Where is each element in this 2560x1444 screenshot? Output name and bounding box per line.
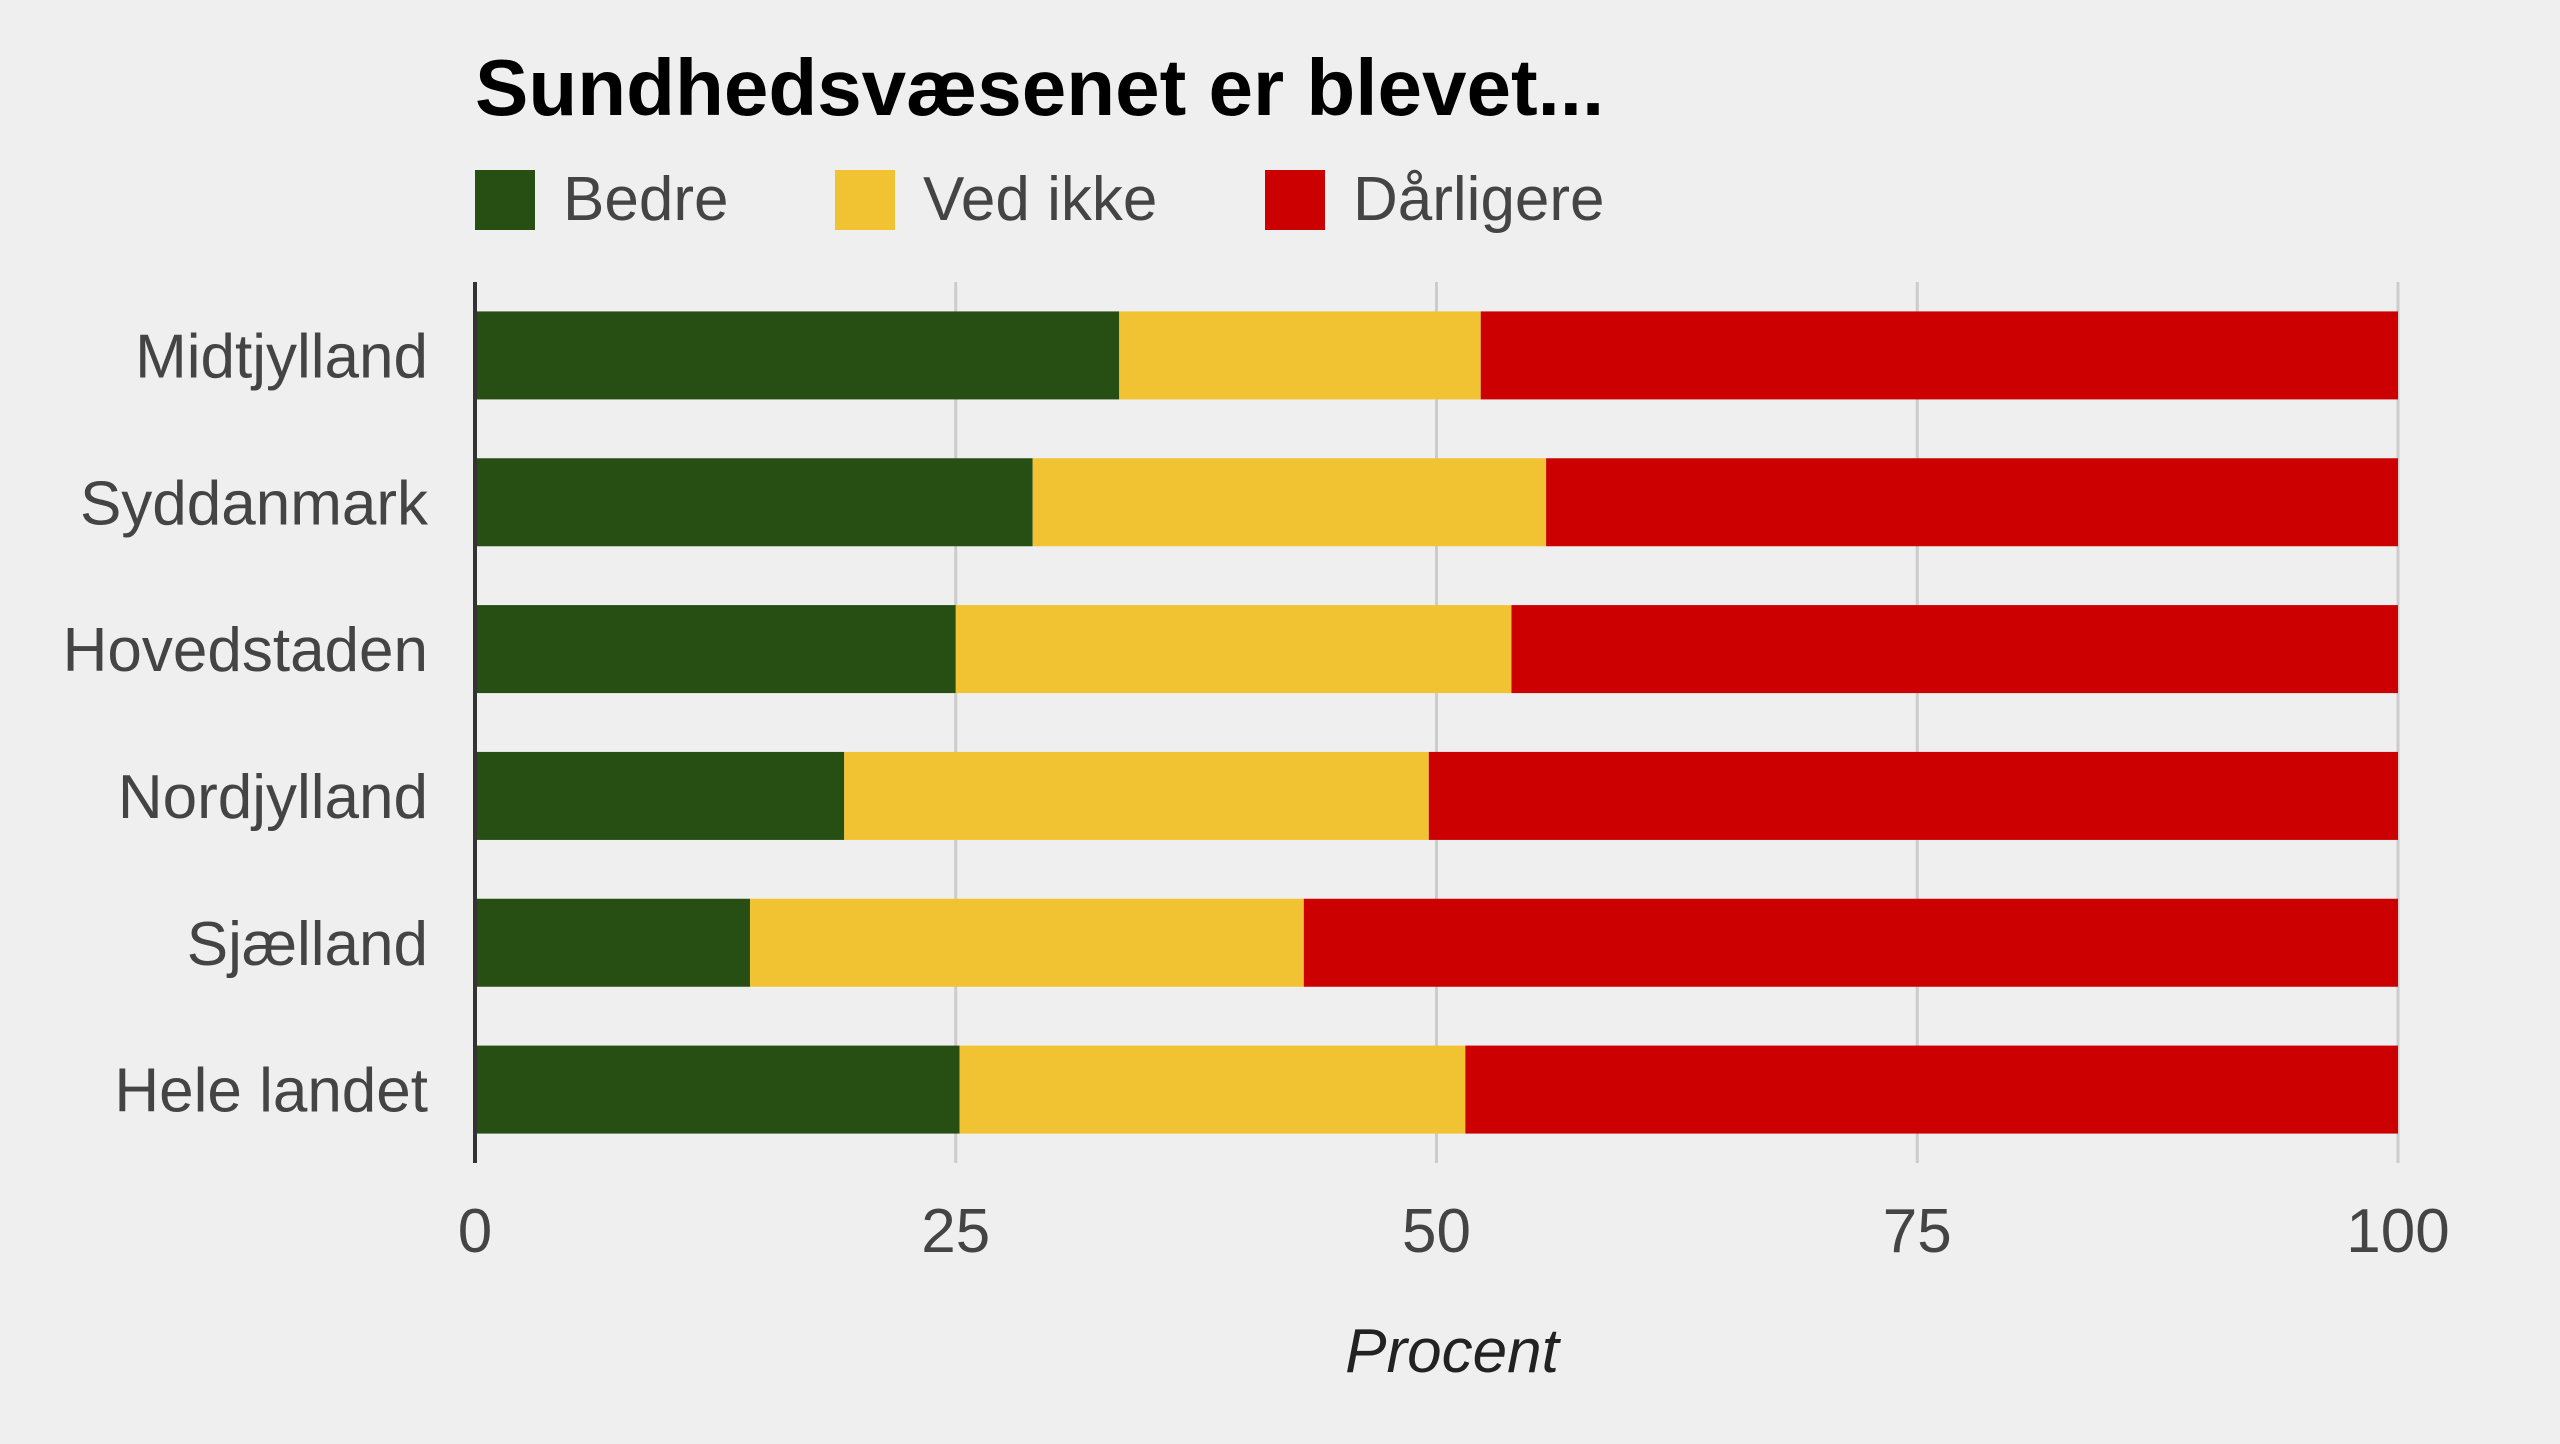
chart-title: Sundhedsvæsenet er blevet... bbox=[475, 43, 1604, 132]
bar-syddanmark-bedre bbox=[475, 458, 1033, 547]
bar-group-hovedstaden bbox=[475, 605, 2398, 694]
legend-label: Ved ikke bbox=[923, 165, 1157, 234]
y-category-label: Sjælland bbox=[187, 910, 428, 979]
bar-hovedstaden-daarligere bbox=[1511, 605, 2398, 694]
legend-item-bedre: Bedre bbox=[475, 165, 728, 234]
legend-swatch bbox=[1265, 170, 1325, 230]
bar-group-syddanmark bbox=[475, 458, 2398, 547]
legend-item-daarligere: Dårligere bbox=[1265, 165, 1605, 234]
bar-sjaelland-daarligere bbox=[1303, 898, 2398, 987]
bar-midtjylland-bedre bbox=[475, 311, 1120, 400]
legend-label: Bedre bbox=[563, 165, 728, 234]
bar-group-midtjylland bbox=[475, 311, 2398, 400]
bar-nordjylland-bedre bbox=[475, 751, 845, 840]
x-tick-label: 0 bbox=[458, 1197, 492, 1266]
y-category-label: Hovedstaden bbox=[63, 616, 428, 685]
x-tick-label: 50 bbox=[1402, 1197, 1471, 1266]
x-tick-label: 75 bbox=[1883, 1197, 1952, 1266]
y-category-label: Midtjylland bbox=[135, 322, 428, 391]
bar-midtjylland-ved-ikke bbox=[1119, 311, 1481, 400]
y-axis-labels: Midtjylland Syddanmark Hovedstaden Nordjyll… bbox=[63, 322, 429, 1125]
x-axis-ticks: 0 25 50 75 100 bbox=[458, 1197, 2450, 1266]
bar-sjaelland-bedre bbox=[475, 898, 750, 987]
bar-group-nordjylland bbox=[475, 751, 2398, 840]
x-tick-label: 25 bbox=[921, 1197, 990, 1266]
bar-hovedstaden-ved-ikke bbox=[955, 605, 1512, 694]
legend-item-ved-ikke: Ved ikke bbox=[835, 165, 1157, 234]
x-tick-label: 100 bbox=[2346, 1197, 2449, 1266]
y-category-label: Syddanmark bbox=[80, 469, 429, 538]
y-category-label: Nordjylland bbox=[118, 763, 428, 832]
bar-hovedstaden-bedre bbox=[475, 605, 956, 694]
bar-nordjylland-daarligere bbox=[1428, 751, 2398, 840]
bar-midtjylland-daarligere bbox=[1480, 311, 2398, 400]
bar-hele-landet-bedre bbox=[475, 1045, 960, 1134]
bar-syddanmark-ved-ikke bbox=[1032, 458, 1547, 547]
bar-sjaelland-ved-ikke bbox=[749, 898, 1304, 987]
bar-nordjylland-ved-ikke bbox=[844, 751, 1429, 840]
bars bbox=[475, 311, 2398, 1134]
legend-swatch bbox=[475, 170, 535, 230]
bar-hele-landet-ved-ikke bbox=[959, 1045, 1466, 1134]
x-axis-label: Procent bbox=[1345, 1317, 1561, 1386]
y-category-label: Hele landet bbox=[114, 1057, 428, 1126]
bar-group-hele-landet bbox=[475, 1045, 2398, 1134]
legend-swatch bbox=[835, 170, 895, 230]
gridlines bbox=[954, 282, 2400, 1163]
bar-group-sjaelland bbox=[475, 898, 2398, 987]
legend-label: Dårligere bbox=[1353, 165, 1605, 234]
bar-syddanmark-daarligere bbox=[1546, 458, 2398, 547]
legend: Bedre Ved ikke Dårligere bbox=[475, 165, 1605, 234]
bar-hele-landet-daarligere bbox=[1465, 1045, 2398, 1134]
